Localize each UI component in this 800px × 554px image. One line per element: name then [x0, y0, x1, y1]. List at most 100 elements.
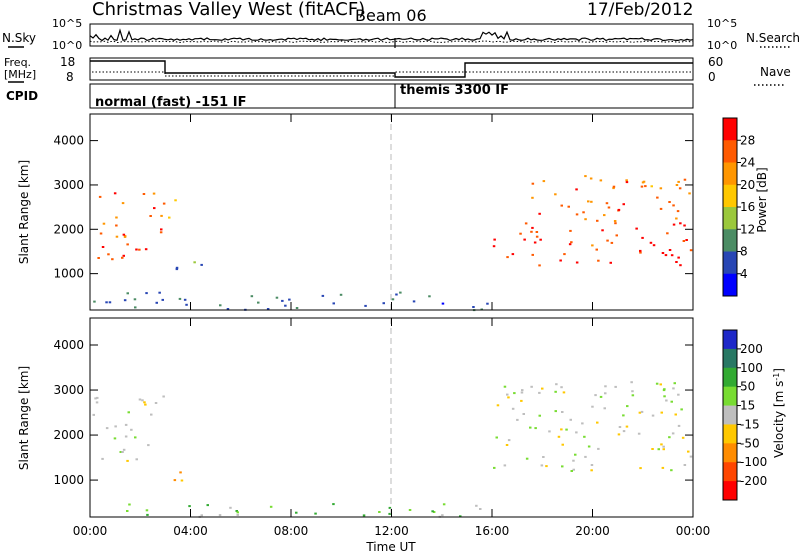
velocity-cell [680, 408, 683, 411]
y-tick-label: 3000 [53, 178, 84, 192]
power-cell [472, 306, 475, 308]
velocity-cell [603, 407, 606, 410]
power-cell [135, 248, 138, 251]
velocity-cell [562, 391, 566, 394]
power-cell [226, 308, 230, 310]
velocity-cell [683, 464, 687, 466]
power-cell [168, 216, 171, 219]
nave-label: Nave [760, 65, 791, 79]
velocity-cell [113, 437, 117, 440]
velocity-cell [638, 411, 642, 414]
velocity-cell [561, 465, 564, 468]
cpid-segment-normal: normal (fast) -151 IF [95, 95, 246, 110]
x-tick-label: 20:00 [575, 524, 610, 538]
y-tick-label: 4000 [53, 338, 84, 352]
power-cell [175, 268, 179, 271]
power-cell [149, 215, 152, 217]
power-cell [364, 304, 367, 307]
velocity-cell [530, 385, 533, 388]
velocity-cell [143, 401, 146, 404]
power-cell [538, 264, 541, 267]
velocity-cell [130, 428, 133, 431]
power-cell [395, 293, 398, 296]
power-cell [575, 213, 579, 216]
colorbar-swatch [723, 481, 737, 501]
power-cell [113, 192, 117, 195]
velocity-cell [180, 479, 184, 482]
velocity-cell [560, 428, 563, 431]
power-cell [126, 243, 129, 246]
velocity-cell [147, 444, 150, 447]
power-cell [535, 235, 539, 238]
noise-left-tick-low: 10^0 [52, 39, 82, 52]
power-cell [152, 192, 156, 195]
velocity-cell [126, 510, 129, 512]
colorbar-swatch [723, 184, 737, 208]
velocity-cell [516, 418, 519, 421]
power-cell [675, 261, 678, 263]
velocity-scatter-cells [92, 381, 693, 518]
velocity-cell [554, 390, 557, 393]
velocity-cell [503, 385, 507, 388]
power-cell [668, 201, 671, 203]
noise-right-tick-low: 10^0 [707, 39, 737, 52]
y-tick-label: 4000 [53, 134, 84, 148]
velocity-cell [618, 426, 622, 428]
power-cell [107, 253, 110, 256]
velocity-cell [677, 424, 681, 427]
power-cell [595, 248, 598, 251]
velocity-cell [548, 430, 551, 433]
power-cell [158, 291, 161, 294]
power-cell [559, 259, 562, 262]
power-cell [659, 207, 663, 210]
power-cell [625, 181, 629, 184]
velocity-cell [569, 418, 572, 421]
power-cell [597, 259, 600, 262]
noise-search-label: N.Search [746, 31, 800, 45]
power-cell [672, 204, 675, 207]
velocity-cell [507, 396, 510, 399]
velocity-cell [540, 464, 544, 467]
velocity-cell [229, 506, 232, 509]
colorbar-swatch [723, 386, 737, 407]
power-cell [295, 307, 299, 309]
velocity-cell [538, 391, 541, 394]
velocity-cell [662, 445, 665, 448]
velocity-cell [495, 436, 498, 439]
power-cell [613, 220, 617, 222]
velocity-cell [565, 428, 568, 431]
power-cell [159, 231, 163, 234]
velocity-cell [200, 514, 203, 517]
power-cell [652, 244, 656, 247]
power-cell [672, 223, 676, 226]
power-cell [133, 298, 137, 301]
velocity-cell [506, 393, 509, 396]
power-cell [101, 246, 105, 248]
velocity-cell [442, 503, 446, 506]
power-cell [666, 232, 669, 235]
velocity-cell [662, 448, 665, 451]
velocity-panel: 1000 2000 3000 4000 Slant Range [km] 200 100… [17, 317, 786, 518]
power-cell [492, 245, 496, 248]
colorbar-tick-label: -200 [740, 474, 767, 488]
power-cell [570, 241, 573, 244]
colorbar-swatch [723, 251, 737, 275]
power-cell [603, 214, 606, 217]
power-colorbar-label: Power [dB] [755, 167, 769, 232]
velocity-cell [663, 395, 666, 398]
power-cell [97, 257, 100, 259]
power-cell [428, 295, 431, 298]
power-cell [115, 235, 119, 238]
velocity-cell [507, 439, 511, 442]
velocity-cell [640, 410, 644, 413]
velocity-cell [236, 513, 239, 516]
beam-label: Beam 06 [355, 6, 427, 25]
velocity-cell [631, 394, 635, 397]
power-cell [575, 261, 579, 264]
colorbar-tick-label: 200 [740, 342, 763, 356]
colorbar-swatch [723, 207, 737, 230]
power-cell [542, 180, 546, 183]
colorbar-swatch [723, 330, 737, 350]
velocity-cell [542, 456, 545, 458]
frequency-panel: Freq. [MHz] 18 8 60 0 Nave [4, 55, 791, 86]
